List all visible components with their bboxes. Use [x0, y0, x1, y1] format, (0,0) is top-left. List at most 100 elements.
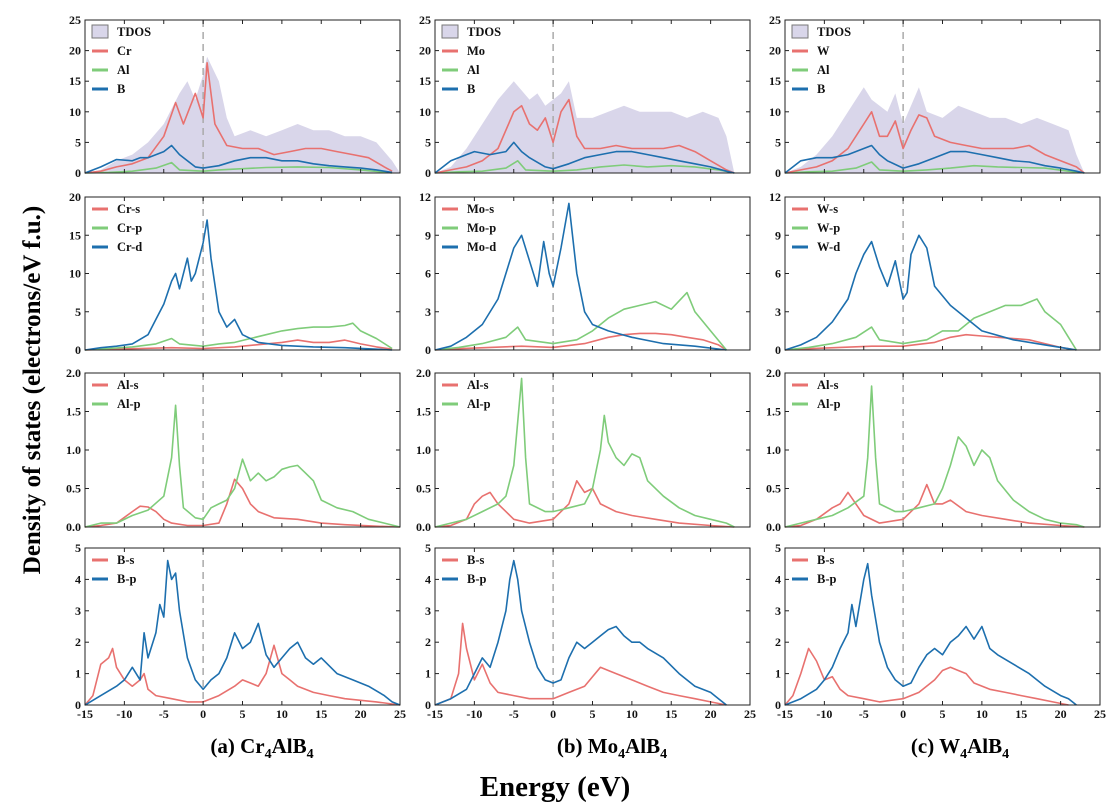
- y-tick-label: 0: [75, 698, 81, 712]
- series-line-p: [784, 385, 1085, 528]
- series-line-al: [84, 161, 393, 174]
- x-tick-label: -15: [77, 707, 93, 721]
- x-tick-label: 15: [665, 707, 677, 721]
- y-tick-label: 5: [775, 135, 781, 149]
- caption-subscript: 4: [618, 747, 625, 762]
- plot-frame: [84, 196, 401, 351]
- x-axis-label: Energy (eV): [480, 771, 631, 803]
- caption-text: (a) Cr: [210, 734, 264, 758]
- y-tick-label: 5: [425, 135, 431, 149]
- y-tick-label: 12: [419, 190, 431, 204]
- legend-label: Al: [467, 63, 480, 77]
- legend: Al-s Al-p: [792, 378, 841, 411]
- legend-label: B-p: [117, 572, 137, 586]
- y-tick-label: 25: [69, 13, 81, 27]
- panel-captions: (a) Cr4AlB4 (b) Mo4AlB4 (c) W4AlB4: [210, 734, 1009, 762]
- legend-label: Al-p: [817, 397, 841, 411]
- caption-text: (b) Mo: [557, 734, 618, 758]
- legend-label: Mo-s: [467, 202, 494, 216]
- panel-r0-c2: 0 5 10 15 20 25 TDOS W Al B: [769, 13, 1101, 180]
- y-tick-label: 0: [425, 698, 431, 712]
- y-tick-label: 0: [775, 698, 781, 712]
- x-tick-label: 10: [626, 707, 638, 721]
- panel-r2-c0: 0.0 0.5 1.0 1.5 2.0 Al-s Al-p: [66, 366, 401, 534]
- panels: 0510152025TDOSCrAlB0510152025TDOSMoAlB05…: [66, 13, 1106, 721]
- legend-label: TDOS: [117, 25, 151, 39]
- series-line-metal: [784, 111, 1085, 174]
- panel-caption: (a) Cr4AlB4: [210, 734, 313, 762]
- series-line-metal: [84, 61, 393, 174]
- legend-label: TDOS: [467, 25, 501, 39]
- series-line-d: [434, 202, 727, 351]
- legend: Cr-s Cr-p Cr-d: [92, 202, 142, 254]
- series-line-d: [84, 219, 393, 351]
- y-tick-label: 0: [775, 343, 781, 357]
- y-tick-label: 1.0: [766, 443, 781, 457]
- x-tick-label: -10: [116, 707, 132, 721]
- y-tick-label: 0.5: [766, 482, 781, 496]
- plot-frame: [434, 196, 751, 351]
- x-tick-label: -15: [777, 707, 793, 721]
- series-line-b: [784, 144, 1085, 174]
- legend: TDOS Cr Al B: [91, 24, 151, 96]
- legend: B-s B-p: [792, 553, 837, 586]
- series-line-al: [434, 160, 735, 174]
- y-tick-label: 0: [425, 343, 431, 357]
- x-tick-label: 0: [200, 707, 206, 721]
- y-tick-label: 3: [425, 604, 431, 618]
- caption-text: AlB: [272, 734, 307, 758]
- y-tick-label: 3: [775, 604, 781, 618]
- series-line-s: [84, 644, 401, 706]
- legend: TDOS Mo Al B: [441, 24, 501, 96]
- caption-text: AlB: [967, 734, 1002, 758]
- legend-label: Al-p: [467, 397, 491, 411]
- legend-label: W-p: [817, 221, 840, 235]
- legend-label: B-p: [817, 572, 837, 586]
- x-tick-label: -5: [509, 707, 519, 721]
- y-tick-label: 0: [775, 166, 781, 180]
- y-tick-label: 25: [419, 13, 431, 27]
- y-tick-label: 5: [75, 135, 81, 149]
- legend: W-s W-p W-d: [792, 202, 840, 254]
- caption-text: (c) W: [911, 734, 960, 758]
- y-tick-label: 10: [769, 105, 781, 119]
- legend-label: Cr-s: [117, 202, 140, 216]
- series-line-s: [434, 622, 727, 706]
- series-line-al: [784, 161, 1085, 174]
- series-line-metal: [434, 98, 735, 174]
- panel-r0-c0: 0 5 10 15 20 25 TDOS Cr Al B: [69, 13, 401, 180]
- legend-label: Mo-p: [467, 221, 496, 235]
- x-tick-label: -5: [159, 707, 169, 721]
- y-tick-label: 0.0: [766, 520, 781, 534]
- series-line-s: [784, 483, 1085, 528]
- x-tick-label: -10: [466, 707, 482, 721]
- y-tick-label: 0: [75, 166, 81, 180]
- y-tick-label: 12: [769, 190, 781, 204]
- y-tick-label: 3: [775, 305, 781, 319]
- y-tick-label: 15: [69, 74, 81, 88]
- panel-r0-c1: 0 5 10 15 20 25 TDOS Mo Al B: [419, 13, 751, 180]
- x-tick-label: 10: [976, 707, 988, 721]
- y-tick-label: 2: [75, 635, 81, 649]
- series-line-s: [434, 479, 735, 528]
- caption-subscript: 4: [1002, 747, 1009, 762]
- legend-label: B: [467, 82, 475, 96]
- y-tick-label: 2.0: [766, 366, 781, 380]
- series-line-s: [84, 478, 401, 528]
- series-line-p: [434, 377, 735, 528]
- panel-r3-c0: -15 -10 -5 0 5 10 15 20 25 0 1 2 3 4 5 B-s B-p: [75, 541, 406, 721]
- tdos-area: [785, 87, 1085, 173]
- panel-caption: (c) W4AlB4: [911, 734, 1009, 762]
- y-tick-label: 20: [419, 44, 431, 58]
- x-tick-label: 20: [355, 707, 367, 721]
- y-tick-label: 0: [425, 166, 431, 180]
- legend: TDOS W Al B: [791, 24, 851, 96]
- y-tick-label: 20: [69, 190, 81, 204]
- series-line-s: [84, 339, 393, 351]
- y-tick-label: 1.5: [416, 405, 431, 419]
- legend-label: Mo: [467, 44, 485, 58]
- x-tick-label: -10: [816, 707, 832, 721]
- y-tick-label: 4: [75, 572, 81, 586]
- caption-subscript: 4: [307, 747, 314, 762]
